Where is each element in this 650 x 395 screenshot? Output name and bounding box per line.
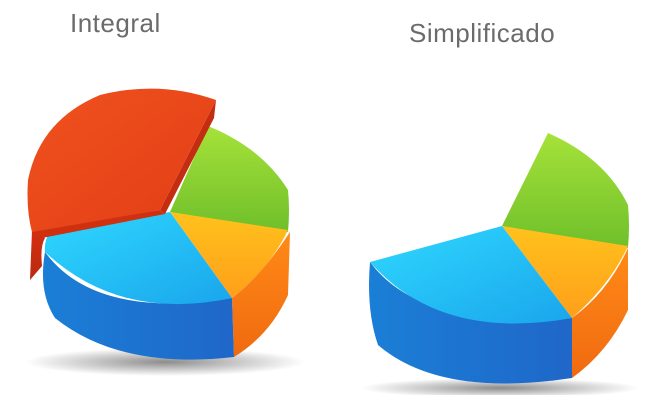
- pie-simplificado: [360, 133, 640, 395]
- slice-simplificado-blue: [370, 226, 572, 324]
- slice-integral-red: [27, 88, 216, 232]
- slice-integral-red-side: [30, 230, 45, 280]
- slice-simplificado-green: [502, 133, 629, 248]
- pie-simplificado-shadow: [360, 378, 640, 395]
- chart-title-simplificado: Simplificado: [409, 18, 556, 48]
- slice-integral-blue: [44, 212, 232, 305]
- slice-integral-orange: [170, 212, 288, 298]
- pie-integral: [25, 88, 305, 376]
- slice-simplificado-orange: [502, 226, 628, 318]
- slice-integral-red-edge: [160, 100, 216, 214]
- slice-integral-orange-side: [232, 232, 290, 357]
- slice-integral-blue-side: [42, 252, 234, 360]
- slice-integral-red-front: [32, 210, 165, 238]
- chart-title-integral: Integral: [70, 8, 161, 38]
- slice-simplificado-orange-side: [572, 248, 628, 378]
- slice-integral-green: [170, 126, 289, 232]
- slice-simplificado-blue-side: [369, 262, 572, 384]
